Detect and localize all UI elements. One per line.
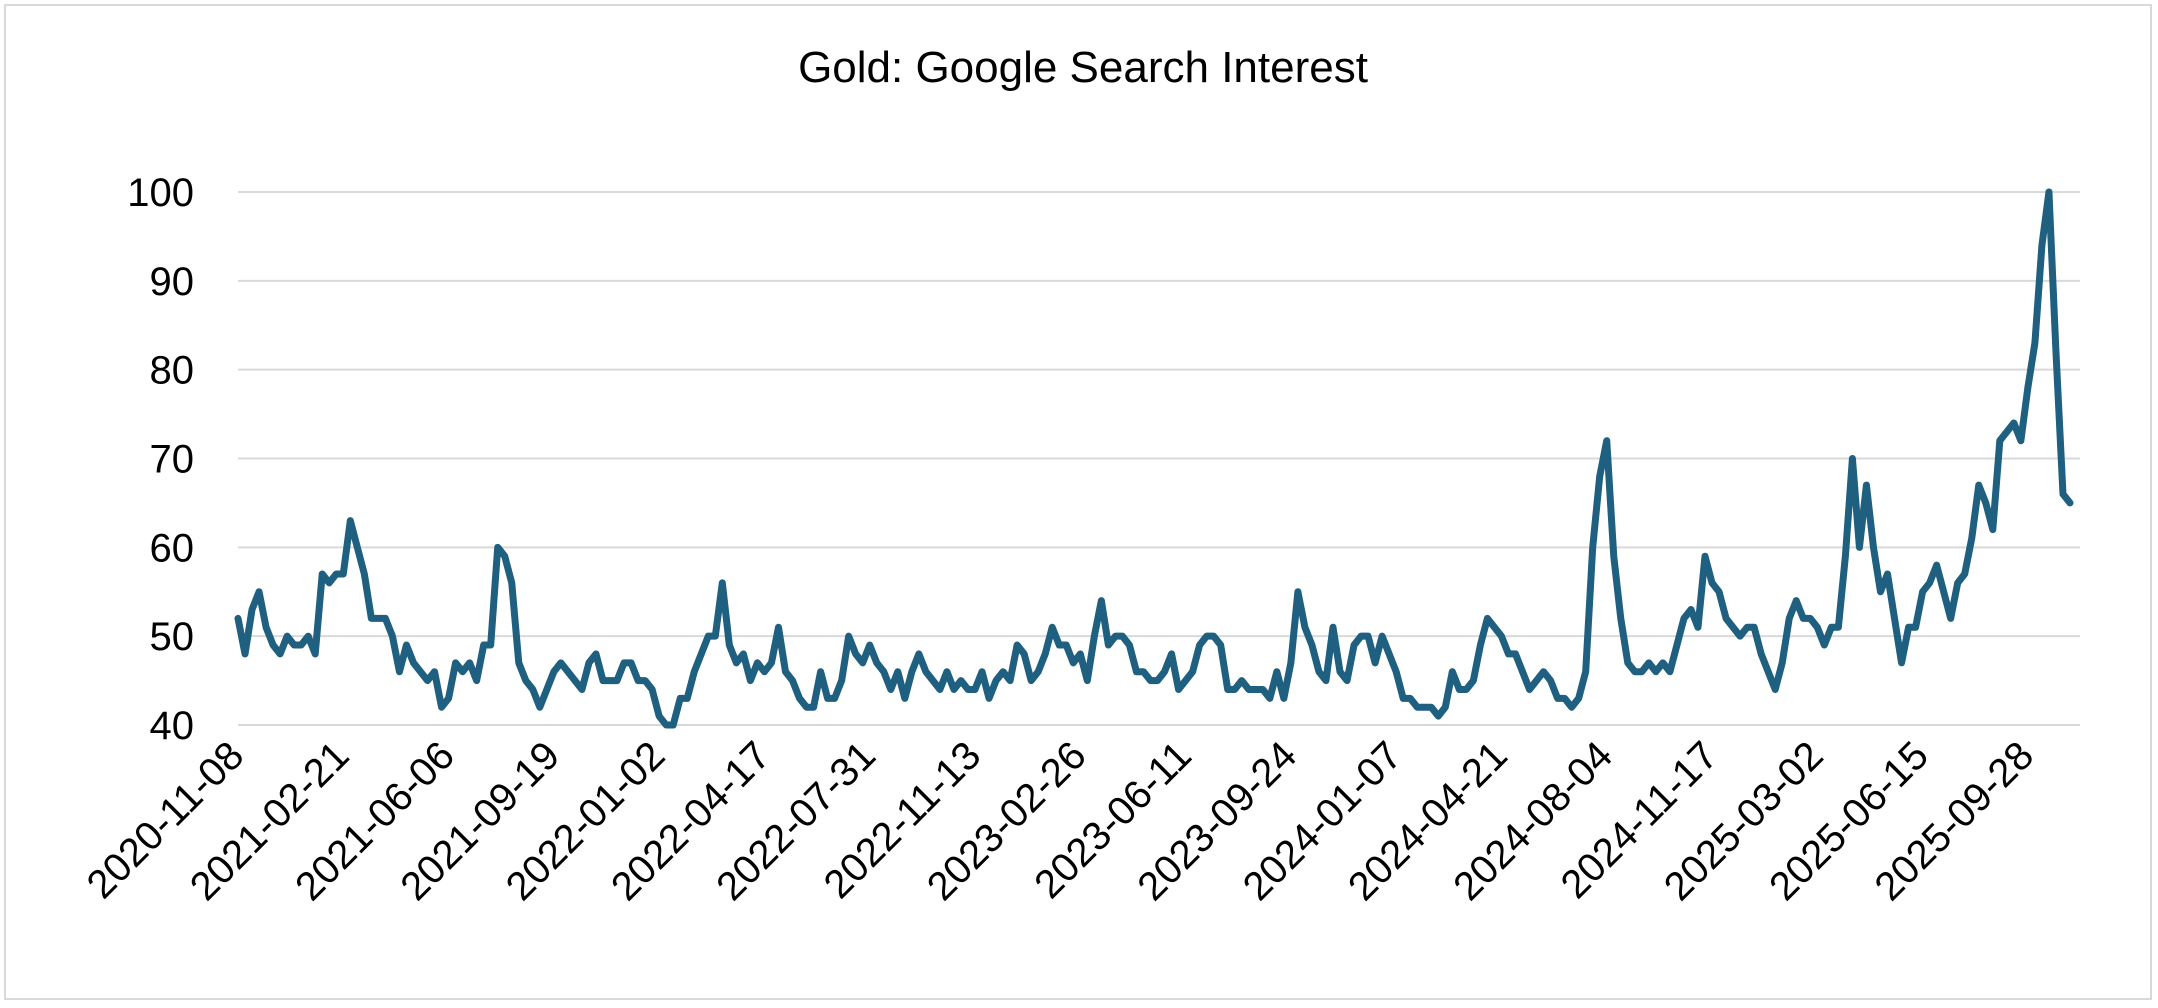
gridlines [238,191,2080,726]
x-axis-tick-labels: 2020-11-082021-02-212021-06-062021-09-19… [79,733,2043,909]
series-line [234,188,2074,729]
series-layer [234,188,2074,729]
y-axis-tick-labels: 40 50 60 70 80 90 100 [127,171,194,748]
y-tick-label: 60 [150,526,195,570]
y-tick-label: 40 [150,704,195,748]
y-tick-label: 50 [150,615,195,659]
y-tick-label: 80 [150,349,195,393]
y-tick-label: 70 [150,438,195,482]
line-chart: Gold: Google Search Interest 40 50 60 70 80 9… [79,43,2080,909]
y-tick-label: 100 [127,171,194,215]
chart-title: Gold: Google Search Interest [798,43,1368,92]
y-tick-label: 90 [150,260,195,304]
chart-frame: Gold: Google Search Interest 40 50 60 70 80 9… [4,4,2152,1000]
